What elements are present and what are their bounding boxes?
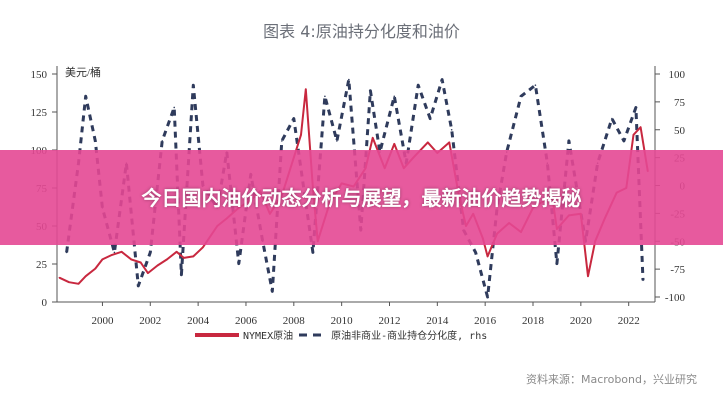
positioning-point [534, 84, 537, 86]
chart-title: 图表 4:原油持分化度和油价 [263, 22, 460, 41]
positioning-point [429, 117, 431, 120]
nymex-point [130, 258, 132, 261]
nymex-point [202, 246, 204, 249]
right-tick-label: 100 [669, 69, 686, 81]
right-tick-label: -100 [665, 292, 686, 304]
nymex-point [147, 272, 149, 274]
nymex-point [639, 126, 642, 128]
positioning-point [137, 285, 140, 287]
positioning-point [94, 140, 97, 142]
positioning-point [312, 251, 314, 254]
x-tick-label: 2016 [474, 315, 497, 327]
x-tick-label: 2002 [139, 315, 161, 327]
positioning-point [474, 251, 477, 254]
nymex-point [101, 258, 104, 261]
left-tick-label: 25 [36, 259, 48, 271]
positioning-point [486, 296, 489, 298]
positioning-point [568, 140, 570, 142]
positioning-point [623, 140, 625, 142]
nymex-point [486, 255, 489, 258]
positioning-point [281, 140, 283, 142]
nymex-point [182, 257, 185, 259]
x-tick-label: 2022 [618, 315, 640, 327]
positioning-point [441, 78, 443, 81]
positioning-point [65, 251, 68, 254]
nymex-point [587, 275, 589, 277]
legend-swatch-solid [195, 332, 239, 337]
nymex-point [111, 254, 113, 256]
positioning-point [635, 106, 637, 109]
nymex-point [300, 134, 302, 136]
x-tick-label: 2018 [522, 315, 545, 327]
nymex-point [448, 141, 451, 144]
positioning-point [237, 262, 240, 265]
positioning-point [113, 251, 116, 254]
headline-text[interactable]: 今日国内油价动态分析与展望，最新油价趋势揭秘 [141, 185, 582, 210]
positioning-point [192, 84, 195, 86]
nymex-point [84, 275, 87, 277]
left-tick-label: 0 [42, 297, 48, 309]
legend-swatch-dashed [299, 333, 328, 336]
nymex-point [68, 281, 70, 284]
nymex-point [192, 255, 195, 258]
x-tick-label: 2008 [283, 315, 306, 327]
positioning-point [180, 273, 183, 276]
left-tick-label: 150 [31, 69, 48, 81]
nymex-point [175, 251, 178, 253]
positioning-point [642, 279, 644, 282]
x-tick-label: 2000 [91, 315, 114, 327]
legend: NYMEX原油 原油非商业-商业持仓分化度, rhs [195, 327, 487, 342]
nymex-point [120, 251, 123, 253]
positioning-point [417, 84, 419, 86]
right-tick-label: -75 [670, 264, 685, 276]
legend-label-positioning: 原油非商业-商业持仓分化度, rhs [331, 331, 488, 342]
headline-banner: 今日国内油价动态分析与展望，最新油价趋势揭秘 [0, 150, 723, 245]
positioning-point [271, 290, 274, 293]
positioning-point [161, 140, 164, 142]
series-positioning-line [65, 78, 645, 299]
positioning-point [173, 106, 176, 109]
positioning-point [84, 95, 87, 98]
left-unit-label: 美元/桶 [65, 65, 101, 79]
left-tick-label: 125 [31, 107, 48, 119]
positioning-point [393, 95, 396, 98]
positioning-point [149, 251, 152, 254]
nymex-point [156, 264, 159, 267]
nymex-point [77, 282, 80, 285]
nymex-point [94, 267, 97, 270]
positioning-point [520, 95, 522, 98]
nymex-point [393, 143, 396, 145]
x-tick-label: 2020 [570, 315, 593, 327]
positioning-point [450, 128, 453, 131]
source-note: 资料来源：Macrobond，兴业研究 [526, 373, 697, 386]
positioning-point [293, 117, 295, 120]
x-tick-label: 2006 [235, 315, 258, 327]
nymex-point [632, 134, 635, 136]
positioning-point [556, 262, 558, 265]
positioning-point [369, 89, 372, 92]
positioning-point [348, 78, 350, 81]
nymex-point [139, 261, 142, 264]
nymex-point [166, 258, 168, 261]
x-tick-label: 2014 [426, 315, 449, 327]
nymex-point [58, 276, 61, 279]
nymex-point [371, 137, 374, 139]
nymex-point [426, 141, 429, 144]
nymex-point [304, 88, 307, 90]
right-tick-label: 75 [674, 97, 686, 109]
x-tick-label: 2012 [378, 315, 400, 327]
x-tick-label: 2010 [331, 315, 354, 327]
right-tick-label: 50 [674, 125, 686, 137]
positioning-point [611, 117, 613, 120]
positioning-point [336, 140, 338, 142]
legend-label-nymex: NYMEX原油 [243, 331, 294, 342]
positioning-point [324, 95, 326, 98]
x-tick-label: 2004 [187, 315, 210, 327]
